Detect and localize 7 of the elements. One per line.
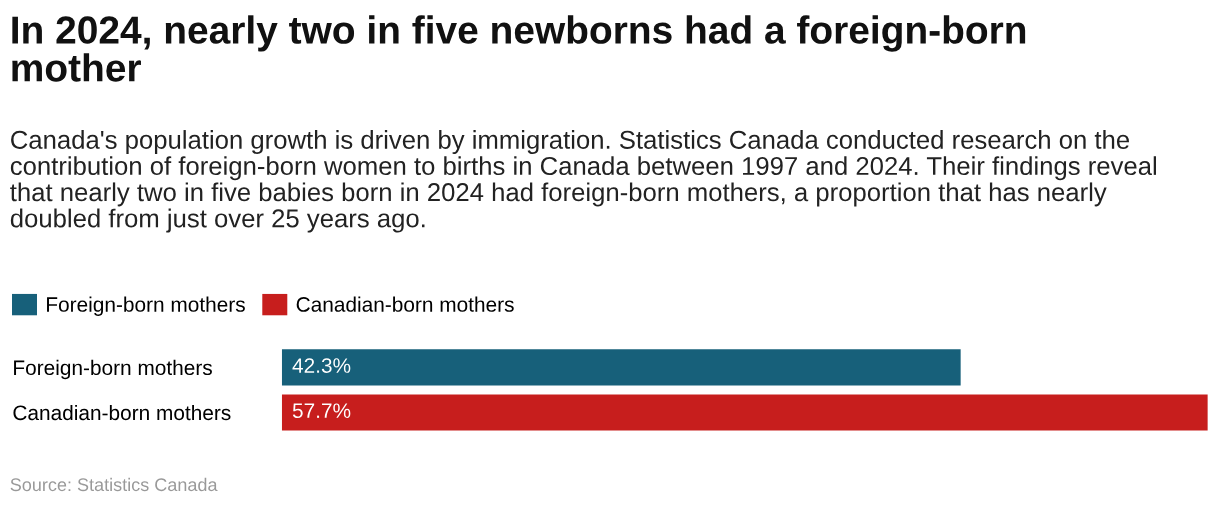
chart-title: In 2024, nearly two in five newborns had a foreign-born mother (12, 15, 1026, 82)
source-note: Source: Statistics Canada (10, 477, 218, 492)
data-label: 42.3% (292, 358, 351, 373)
legend-label: Foreign-born mothers (47, 296, 245, 316)
data-label: 57.7% (292, 403, 351, 419)
legend-label: Canadian-born mothers (296, 296, 514, 312)
chart-subtitle: Canada's population growth is driven by immigration. Statistics Canada conducted research on the contribution of foreign-born women to births in Canada between 1997 and 2024. Their findings reveal that nearly two in five babies born in 2024 had foreign-born mothers, a proportion that has nearly doubled from just over 25 years ago. (10, 130, 1156, 233)
